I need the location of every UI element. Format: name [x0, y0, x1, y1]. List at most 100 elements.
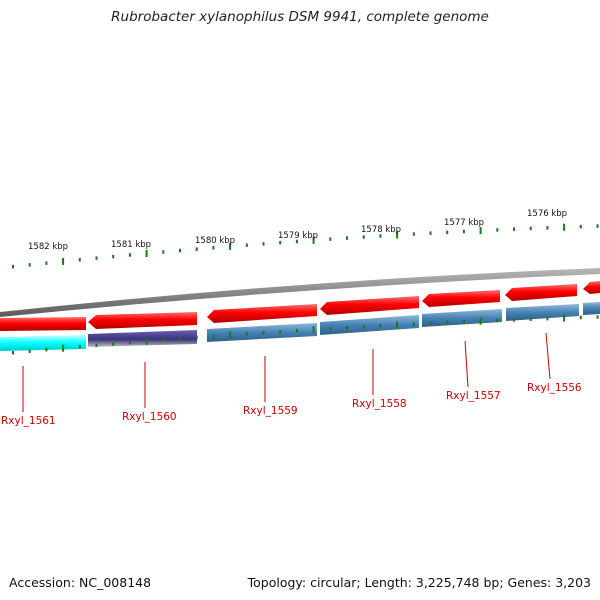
- minor-tick-mark: [112, 254, 115, 259]
- cds-block-rxyl-1561[interactable]: [0, 335, 86, 351]
- minor-tick-mark: [412, 322, 415, 326]
- cds-block-rxyl-1556[interactable]: [506, 304, 579, 321]
- minor-tick-mark: [546, 316, 549, 321]
- major-tick-mark: [145, 250, 148, 257]
- gene-labels: Rxyl_1561 Rxyl_1560 Rxyl_1559 Rxyl_1558 …: [1, 382, 582, 427]
- minor-tick-mark: [496, 228, 499, 232]
- minor-tick-mark: [12, 351, 14, 355]
- scale-label: 1578 kbp: [361, 225, 401, 235]
- minor-tick-mark: [546, 226, 549, 230]
- major-tick-mark: [479, 227, 482, 235]
- minor-tick-mark: [346, 236, 348, 240]
- minor-tick-mark: [529, 317, 532, 321]
- major-tick-mark: [312, 236, 315, 244]
- minor-tick-mark: [412, 232, 415, 236]
- major-tick-mark: [229, 331, 232, 339]
- forward-strand-track: [0, 281, 600, 331]
- major-tick-mark: [229, 242, 232, 250]
- major-tick-mark: [563, 223, 566, 231]
- gene-arrow-rxyl-1556-top[interactable]: [505, 284, 577, 301]
- map-title: Rubrobacter xylanophilus DSM 9941, compl…: [111, 9, 489, 25]
- upper-tick-marks: [12, 223, 599, 269]
- minor-tick-mark: [329, 326, 332, 331]
- scale-label: 1576 kbp: [527, 209, 567, 219]
- gene-label[interactable]: Rxyl_1556: [527, 382, 582, 394]
- minor-tick-mark: [28, 349, 31, 353]
- minor-tick-mark: [45, 347, 48, 352]
- minor-tick-mark: [596, 224, 599, 228]
- minor-tick-mark: [12, 264, 14, 269]
- callout-line: [545, 332, 551, 380]
- minor-tick-mark: [496, 318, 499, 323]
- gene-arrow-next-top[interactable]: [583, 281, 600, 294]
- minor-tick-mark: [446, 320, 449, 325]
- gene-label[interactable]: Rxyl_1559: [243, 405, 298, 417]
- minor-tick-mark: [112, 342, 115, 346]
- minor-tick-mark: [362, 235, 365, 239]
- scale-label: 1580 kbp: [195, 236, 235, 246]
- gene-label[interactable]: Rxyl_1558: [352, 398, 407, 410]
- major-tick-mark: [479, 317, 482, 325]
- minor-tick-mark: [212, 246, 215, 250]
- major-tick-mark: [312, 326, 315, 334]
- minor-tick-mark: [128, 253, 131, 257]
- minor-tick-mark: [245, 332, 248, 336]
- gene-label[interactable]: Rxyl_1557: [446, 390, 501, 402]
- minor-tick-mark: [295, 239, 298, 244]
- gene-label[interactable]: Rxyl_1560: [122, 411, 177, 423]
- gene-arrow-rxyl-1557-top[interactable]: [422, 290, 500, 307]
- major-tick-mark: [396, 231, 399, 239]
- major-tick-mark: [62, 257, 65, 265]
- minor-tick-mark: [95, 256, 98, 260]
- minor-tick-mark: [162, 250, 165, 254]
- minor-tick-mark: [462, 229, 465, 234]
- minor-tick-mark: [295, 328, 298, 333]
- cds-block-rxyl-1560[interactable]: [88, 330, 197, 347]
- gene-arrow-rxyl-1559-top[interactable]: [207, 304, 317, 323]
- minor-tick-mark: [579, 224, 582, 229]
- minor-tick-mark: [45, 261, 48, 265]
- minor-tick-mark: [446, 230, 449, 235]
- minor-tick-mark: [162, 338, 165, 342]
- scale-label: 1582 kbp: [28, 242, 68, 252]
- scale-label: 1577 kbp: [444, 218, 484, 228]
- scale-labels: 1582 kbp 1581 kbp 1580 kbp 1579 kbp 1578…: [28, 209, 567, 252]
- cds-block-rxyl-1557[interactable]: [422, 309, 502, 327]
- minor-tick-mark: [379, 234, 382, 238]
- scale-label: 1579 kbp: [278, 231, 318, 241]
- minor-tick-mark: [279, 240, 282, 245]
- minor-tick-mark: [212, 334, 215, 338]
- minor-tick-mark: [379, 324, 382, 328]
- minor-tick-mark: [95, 343, 98, 348]
- minor-tick-mark: [195, 335, 198, 340]
- minor-tick-mark: [245, 243, 248, 247]
- minor-tick-mark: [529, 226, 532, 231]
- minor-tick-mark: [429, 231, 432, 235]
- cds-block-next[interactable]: [583, 302, 600, 315]
- gene-label[interactable]: Rxyl_1561: [1, 415, 56, 427]
- minor-tick-mark: [128, 340, 131, 345]
- minor-tick-mark: [346, 325, 348, 330]
- gene-callouts: [22, 332, 551, 412]
- minor-tick-mark: [279, 329, 282, 334]
- minor-tick-mark: [179, 248, 181, 253]
- minor-tick-mark: [78, 258, 81, 262]
- cds-block-rxyl-1558[interactable]: [320, 315, 419, 335]
- minor-tick-mark: [579, 315, 582, 320]
- minor-tick-mark: [513, 227, 515, 231]
- minor-tick-mark: [362, 325, 365, 329]
- major-tick-mark: [563, 314, 566, 322]
- minor-tick-mark: [329, 237, 332, 241]
- minor-tick-mark: [262, 331, 265, 335]
- callout-line: [464, 340, 469, 388]
- gene-arrow-rxyl-1558-top[interactable]: [320, 296, 419, 315]
- major-tick-mark: [145, 337, 148, 345]
- minor-tick-mark: [262, 242, 265, 246]
- cds-block-rxyl-1559[interactable]: [207, 323, 317, 342]
- lower-tick-marks: [12, 314, 599, 355]
- genome-backbone: [0, 268, 600, 317]
- minor-tick-mark: [195, 247, 198, 251]
- gene-arrow-rxyl-1560-top[interactable]: [88, 312, 197, 329]
- minor-tick-mark: [429, 321, 432, 326]
- gene-arrow-rxyl-1561-top[interactable]: [0, 317, 86, 331]
